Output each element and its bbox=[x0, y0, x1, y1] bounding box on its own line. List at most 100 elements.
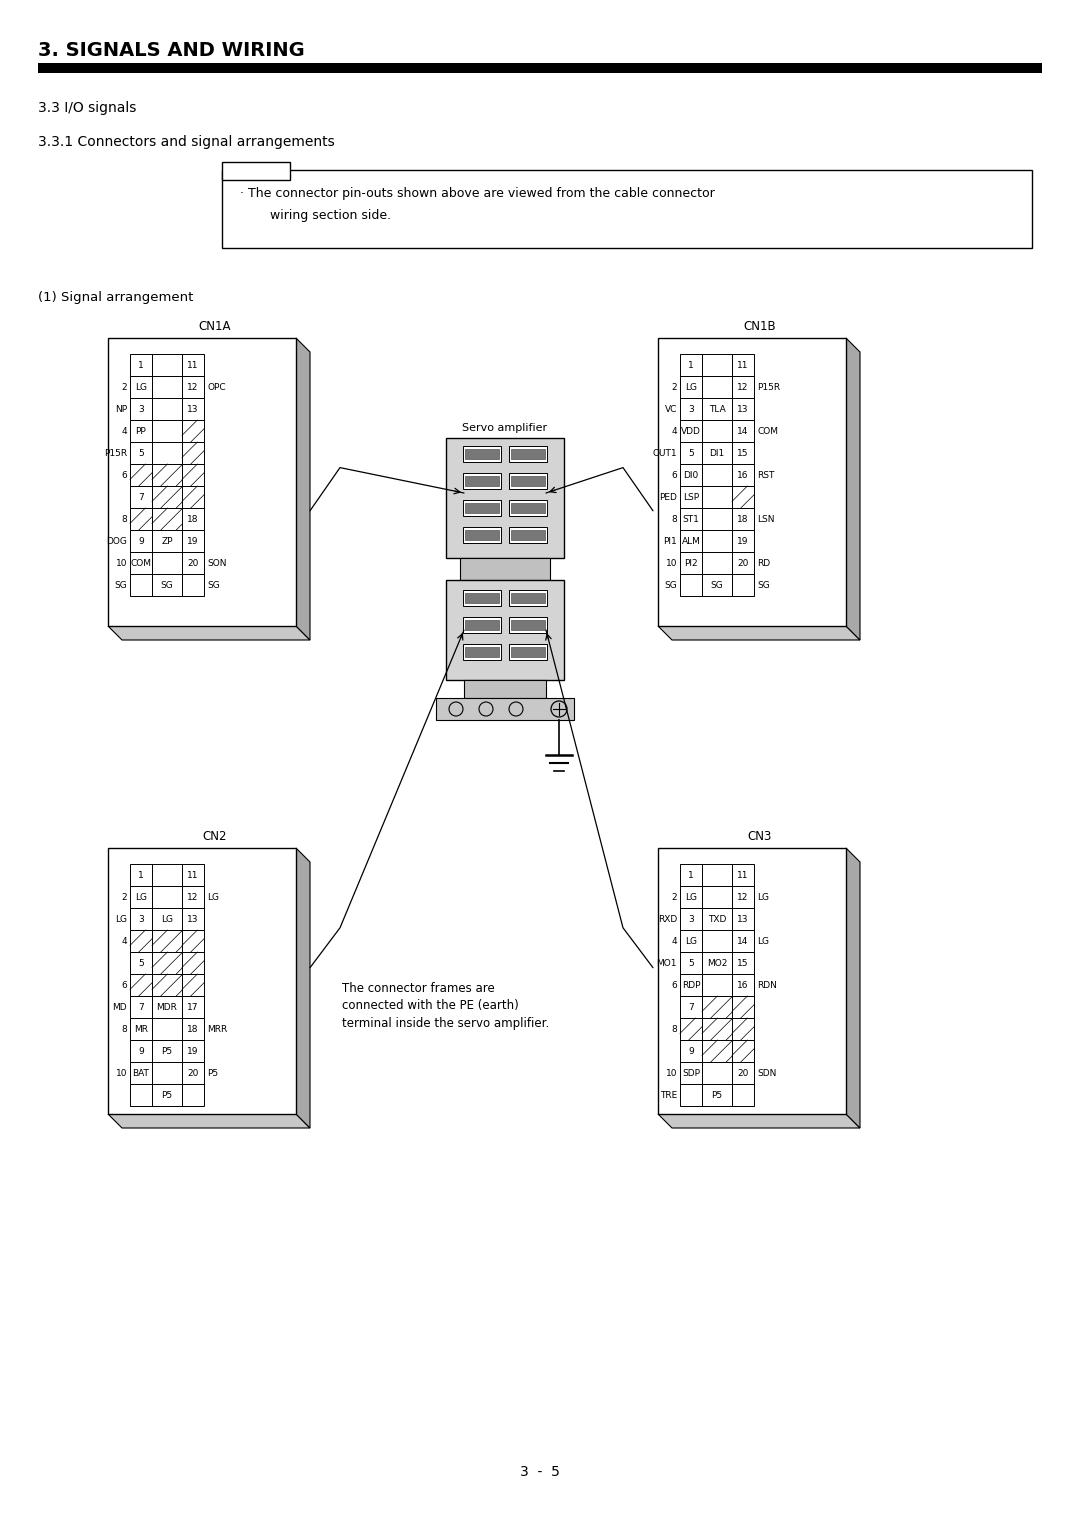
Bar bbox=[130, 465, 152, 486]
Bar bbox=[680, 354, 702, 376]
Bar bbox=[130, 376, 152, 397]
Text: 12: 12 bbox=[187, 892, 199, 902]
Bar bbox=[702, 886, 732, 908]
Bar bbox=[130, 973, 152, 996]
Bar bbox=[130, 354, 152, 376]
Bar bbox=[702, 552, 732, 575]
Bar bbox=[436, 698, 573, 720]
Text: 20: 20 bbox=[187, 1068, 199, 1077]
Bar bbox=[183, 1062, 204, 1083]
Bar bbox=[465, 620, 499, 630]
Bar bbox=[152, 552, 183, 575]
Text: VDD: VDD bbox=[681, 426, 701, 435]
Bar bbox=[702, 952, 732, 973]
Text: ST1: ST1 bbox=[683, 515, 700, 524]
Text: 7: 7 bbox=[138, 492, 144, 501]
Text: SG: SG bbox=[711, 581, 724, 590]
Bar bbox=[680, 886, 702, 908]
Text: TXD: TXD bbox=[707, 914, 726, 923]
Bar bbox=[183, 1083, 204, 1106]
Text: PI2: PI2 bbox=[685, 559, 698, 567]
Bar bbox=[152, 931, 183, 952]
Text: ALM: ALM bbox=[681, 536, 701, 545]
Bar bbox=[732, 973, 754, 996]
Bar bbox=[152, 973, 183, 996]
Text: 13: 13 bbox=[187, 914, 199, 923]
Text: SG: SG bbox=[161, 581, 174, 590]
Polygon shape bbox=[108, 1114, 310, 1128]
Bar bbox=[732, 1041, 754, 1062]
Text: 14: 14 bbox=[738, 937, 748, 946]
Bar bbox=[732, 575, 754, 596]
Bar bbox=[702, 863, 732, 886]
Bar bbox=[463, 500, 501, 516]
Text: 19: 19 bbox=[187, 1047, 199, 1056]
Text: 11: 11 bbox=[738, 871, 748, 880]
Text: OPC: OPC bbox=[207, 382, 226, 391]
Bar bbox=[152, 575, 183, 596]
Bar bbox=[183, 575, 204, 596]
Text: 11: 11 bbox=[187, 361, 199, 370]
Text: CN1B: CN1B bbox=[744, 319, 777, 333]
Polygon shape bbox=[846, 338, 860, 640]
Bar bbox=[152, 376, 183, 397]
Bar bbox=[511, 530, 545, 539]
Bar bbox=[732, 530, 754, 552]
Bar bbox=[509, 446, 546, 461]
Text: 20: 20 bbox=[187, 559, 199, 567]
Bar bbox=[732, 1083, 754, 1106]
Text: 1: 1 bbox=[688, 361, 693, 370]
Bar bbox=[183, 507, 204, 530]
Text: 1: 1 bbox=[138, 361, 144, 370]
Bar bbox=[680, 1018, 702, 1041]
Bar bbox=[702, 996, 732, 1018]
Bar bbox=[130, 1041, 152, 1062]
Text: 4: 4 bbox=[672, 937, 677, 946]
Text: 6: 6 bbox=[121, 471, 127, 480]
Text: SG: SG bbox=[114, 581, 127, 590]
Bar bbox=[732, 908, 754, 931]
Bar bbox=[680, 552, 702, 575]
Bar bbox=[680, 952, 702, 973]
Bar bbox=[680, 530, 702, 552]
Text: 16: 16 bbox=[738, 981, 748, 990]
Text: 5: 5 bbox=[688, 449, 693, 457]
Bar bbox=[680, 486, 702, 507]
Text: RD: RD bbox=[757, 559, 770, 567]
Text: 8: 8 bbox=[121, 515, 127, 524]
Bar bbox=[152, 1018, 183, 1041]
Bar bbox=[222, 162, 291, 180]
Bar bbox=[702, 973, 732, 996]
Text: POINT: POINT bbox=[234, 165, 278, 177]
Text: LG: LG bbox=[114, 914, 127, 923]
Bar bbox=[702, 931, 732, 952]
Text: OUT1: OUT1 bbox=[652, 449, 677, 457]
Text: SDP: SDP bbox=[681, 1068, 700, 1077]
Bar bbox=[183, 973, 204, 996]
Bar bbox=[702, 575, 732, 596]
Text: DOG: DOG bbox=[106, 536, 127, 545]
Text: LG: LG bbox=[757, 892, 769, 902]
Bar bbox=[152, 996, 183, 1018]
Text: 5: 5 bbox=[138, 449, 144, 457]
Bar bbox=[152, 908, 183, 931]
Bar bbox=[464, 680, 546, 698]
Bar bbox=[680, 442, 702, 465]
Bar bbox=[732, 486, 754, 507]
Bar bbox=[183, 996, 204, 1018]
Text: P5: P5 bbox=[161, 1091, 173, 1100]
Bar bbox=[152, 1041, 183, 1062]
Bar bbox=[732, 1018, 754, 1041]
Bar bbox=[152, 1062, 183, 1083]
Text: 5: 5 bbox=[688, 958, 693, 967]
Bar bbox=[680, 420, 702, 442]
Text: 8: 8 bbox=[672, 1024, 677, 1033]
Text: RXD: RXD bbox=[658, 914, 677, 923]
Text: PI1: PI1 bbox=[663, 536, 677, 545]
Text: SG: SG bbox=[664, 581, 677, 590]
Text: 2: 2 bbox=[672, 382, 677, 391]
Text: MDR: MDR bbox=[157, 1002, 177, 1012]
Text: 16: 16 bbox=[738, 471, 748, 480]
Bar bbox=[702, 397, 732, 420]
Bar bbox=[702, 442, 732, 465]
